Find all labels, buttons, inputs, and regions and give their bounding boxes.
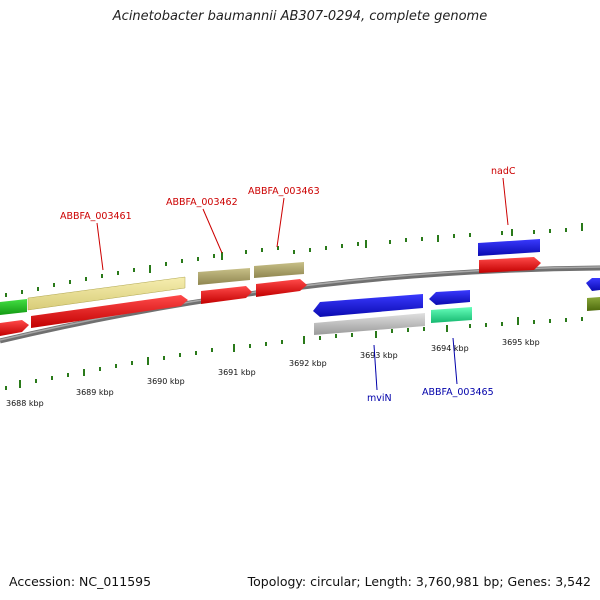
cds-nadc[interactable]: [479, 257, 541, 273]
map-title: Acinetobacter baumannii AB307-0294, comp…: [112, 9, 488, 24]
label-abbfa-003461: ABBFA_003461: [60, 211, 132, 222]
genome-backbone: [0, 265, 600, 344]
tick-label: 3695 kbp: [502, 338, 540, 347]
accession-text: Accession: NC_011595: [9, 574, 152, 589]
gene-green-left[interactable]: [0, 299, 27, 315]
cds-abbfa-003463[interactable]: [256, 279, 307, 297]
label-abbfa-003462: ABBFA_003462: [166, 197, 238, 208]
gene-nadc[interactable]: [478, 239, 540, 256]
gene-abbfa-003463[interactable]: [254, 262, 304, 278]
cds-left-edge[interactable]: [0, 320, 29, 336]
tick-label: 3690 kbp: [147, 377, 185, 386]
gene-right-edge-blue[interactable]: [586, 278, 600, 291]
inner-tick-row: [5, 317, 583, 390]
genome-backbone-highlight: [0, 266, 600, 341]
gene-abbfa-003461[interactable]: [27, 276, 186, 311]
cds-abbfa-003461[interactable]: [31, 295, 188, 328]
label-abbfa-003463: ABBFA_003463: [248, 186, 320, 197]
gene-abbfa-003465[interactable]: [429, 290, 470, 305]
tick-label: 3692 kbp: [289, 359, 327, 368]
forward-leaders: [96, 177, 509, 271]
cds-mvin[interactable]: [314, 313, 425, 335]
label-mvin: mviN: [367, 393, 392, 404]
cds-abbfa-003465[interactable]: [431, 307, 472, 323]
tick-label: 3694 kbp: [431, 344, 469, 353]
gene-mvin[interactable]: [313, 294, 423, 317]
genome-summary-text: Topology: circular; Length: 3,760,981 bp…: [247, 574, 591, 589]
tick-label: 3691 kbp: [218, 368, 256, 377]
tick-label: 3688 kbp: [6, 399, 44, 408]
tick-label: 3693 kbp: [360, 351, 398, 360]
gene-abbfa-003462[interactable]: [198, 268, 250, 285]
tick-label: 3689 kbp: [76, 388, 114, 397]
reverse-leaders: [373, 337, 458, 391]
label-abbfa-003465: ABBFA_003465: [422, 387, 494, 398]
gene-right-edge-olive[interactable]: [587, 297, 600, 311]
outer-tick-row: [5, 223, 583, 297]
cds-abbfa-003462[interactable]: [201, 286, 252, 304]
label-nadc: nadC: [491, 166, 516, 177]
